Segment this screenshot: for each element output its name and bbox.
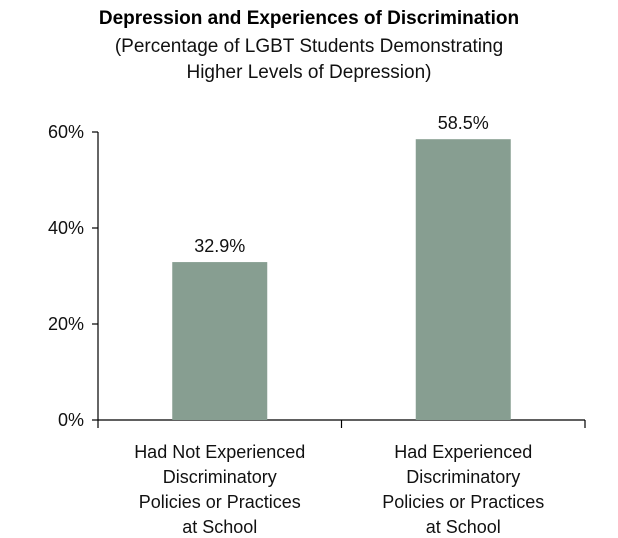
y-tick-label: 20%: [48, 314, 84, 334]
category-label: Discriminatory: [163, 467, 277, 487]
bar-value-label: 58.5%: [438, 113, 489, 133]
bar: [415, 139, 511, 420]
y-tick-label: 0%: [58, 410, 84, 430]
bar: [172, 262, 268, 420]
category-label: Had Experienced: [394, 442, 532, 462]
category-label: at School: [182, 517, 257, 537]
category-label: Had Not Experienced: [134, 442, 305, 462]
category-label: Policies or Practices: [382, 492, 544, 512]
chart-subtitle-line-1: (Percentage of LGBT Students Demonstrati…: [115, 36, 503, 57]
category-label: at School: [426, 517, 501, 537]
category-label: Policies or Practices: [139, 492, 301, 512]
category-label: Discriminatory: [406, 467, 520, 487]
y-tick-label: 60%: [48, 122, 84, 142]
y-tick-label: 40%: [48, 218, 84, 238]
chart-subtitle-line-2: Higher Levels of Depression): [186, 62, 431, 83]
chart-title: Depression and Experiences of Discrimina…: [99, 8, 519, 29]
bar-value-label: 32.9%: [194, 236, 245, 256]
plot-area: 0% 20% 40% 60% 32.9% Had Not Experienced Discr…: [48, 113, 586, 537]
